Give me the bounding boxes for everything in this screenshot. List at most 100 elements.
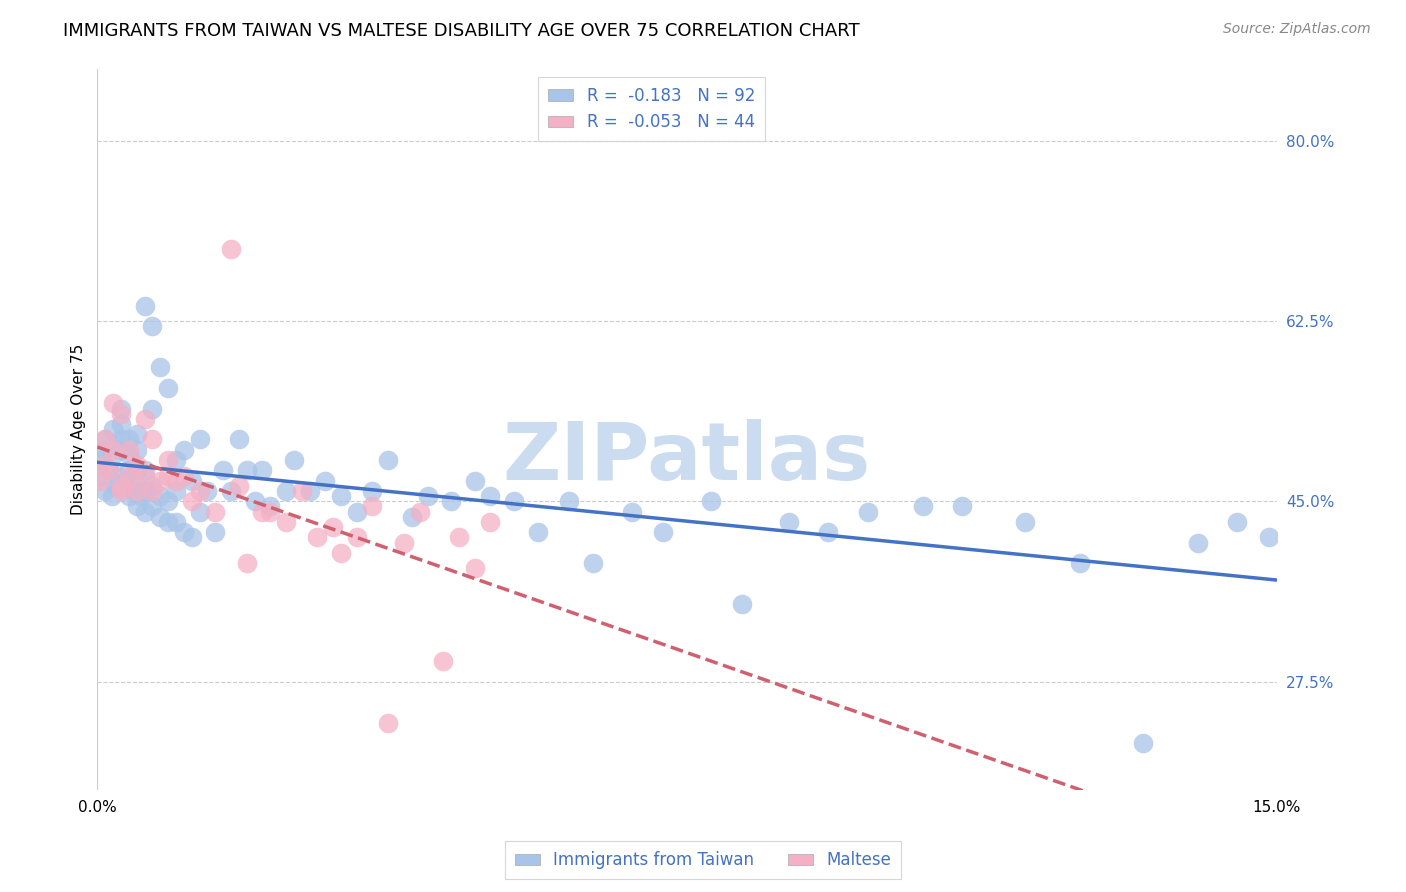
Point	[180, 494, 202, 508]
Point	[856, 505, 879, 519]
Point	[101, 437, 124, 451]
Point	[204, 525, 226, 540]
Point	[125, 483, 148, 498]
Text: Source: ZipAtlas.com: Source: ZipAtlas.com	[1223, 22, 1371, 37]
Point	[165, 483, 187, 498]
Point	[401, 509, 423, 524]
Point	[149, 360, 172, 375]
Point	[118, 463, 141, 477]
Point	[93, 458, 115, 473]
Point	[259, 505, 281, 519]
Point	[100, 489, 122, 503]
Point	[89, 468, 111, 483]
Point	[1014, 515, 1036, 529]
Point	[228, 433, 250, 447]
Point	[165, 453, 187, 467]
Point	[447, 530, 470, 544]
Point	[479, 515, 502, 529]
Point	[121, 483, 143, 498]
Point	[330, 546, 353, 560]
Point	[180, 474, 202, 488]
Text: IMMIGRANTS FROM TAIWAN VS MALTESE DISABILITY AGE OVER 75 CORRELATION CHART: IMMIGRANTS FROM TAIWAN VS MALTESE DISABI…	[63, 22, 860, 40]
Point	[298, 483, 321, 498]
Point	[118, 489, 141, 503]
Point	[307, 530, 329, 544]
Point	[125, 442, 148, 457]
Point	[464, 561, 486, 575]
Point	[416, 489, 439, 503]
Point	[212, 463, 235, 477]
Point	[134, 299, 156, 313]
Point	[157, 494, 180, 508]
Point	[125, 458, 148, 473]
Point	[911, 500, 934, 514]
Point	[817, 525, 839, 540]
Point	[173, 442, 195, 457]
Point	[134, 412, 156, 426]
Point	[125, 500, 148, 514]
Point	[1257, 530, 1279, 544]
Point	[314, 474, 336, 488]
Point	[105, 468, 128, 483]
Point	[346, 505, 368, 519]
Point	[173, 468, 195, 483]
Point	[149, 474, 172, 488]
Point	[503, 494, 526, 508]
Point	[141, 433, 163, 447]
Point	[157, 468, 180, 483]
Point	[157, 515, 180, 529]
Point	[101, 448, 124, 462]
Point	[157, 453, 180, 467]
Point	[134, 505, 156, 519]
Point	[141, 483, 163, 498]
Point	[432, 654, 454, 668]
Point	[778, 515, 800, 529]
Point	[243, 494, 266, 508]
Point	[98, 463, 121, 477]
Point	[114, 474, 136, 488]
Point	[165, 474, 187, 488]
Point	[219, 483, 242, 498]
Point	[361, 500, 384, 514]
Point	[101, 396, 124, 410]
Point	[104, 479, 127, 493]
Point	[188, 433, 211, 447]
Point	[1132, 736, 1154, 750]
Point	[558, 494, 581, 508]
Point	[125, 479, 148, 493]
Point	[141, 319, 163, 334]
Point	[330, 489, 353, 503]
Point	[141, 500, 163, 514]
Point	[101, 422, 124, 436]
Point	[94, 433, 117, 447]
Point	[252, 505, 274, 519]
Point	[228, 479, 250, 493]
Point	[141, 479, 163, 493]
Point	[110, 442, 132, 457]
Point	[118, 448, 141, 462]
Point	[408, 505, 430, 519]
Point	[165, 515, 187, 529]
Point	[110, 433, 132, 447]
Point	[149, 509, 172, 524]
Point	[149, 489, 172, 503]
Point	[322, 520, 344, 534]
Point	[197, 483, 219, 498]
Point	[110, 483, 132, 498]
Point	[699, 494, 721, 508]
Point	[479, 489, 502, 503]
Point	[392, 535, 415, 549]
Point	[134, 483, 156, 498]
Point	[581, 556, 603, 570]
Point	[274, 483, 297, 498]
Point	[89, 474, 111, 488]
Point	[1226, 515, 1249, 529]
Text: ZIPatlas: ZIPatlas	[503, 419, 872, 497]
Point	[377, 715, 399, 730]
Point	[204, 505, 226, 519]
Point	[141, 401, 163, 416]
Point	[118, 433, 141, 447]
Point	[440, 494, 463, 508]
Point	[93, 442, 115, 457]
Point	[188, 505, 211, 519]
